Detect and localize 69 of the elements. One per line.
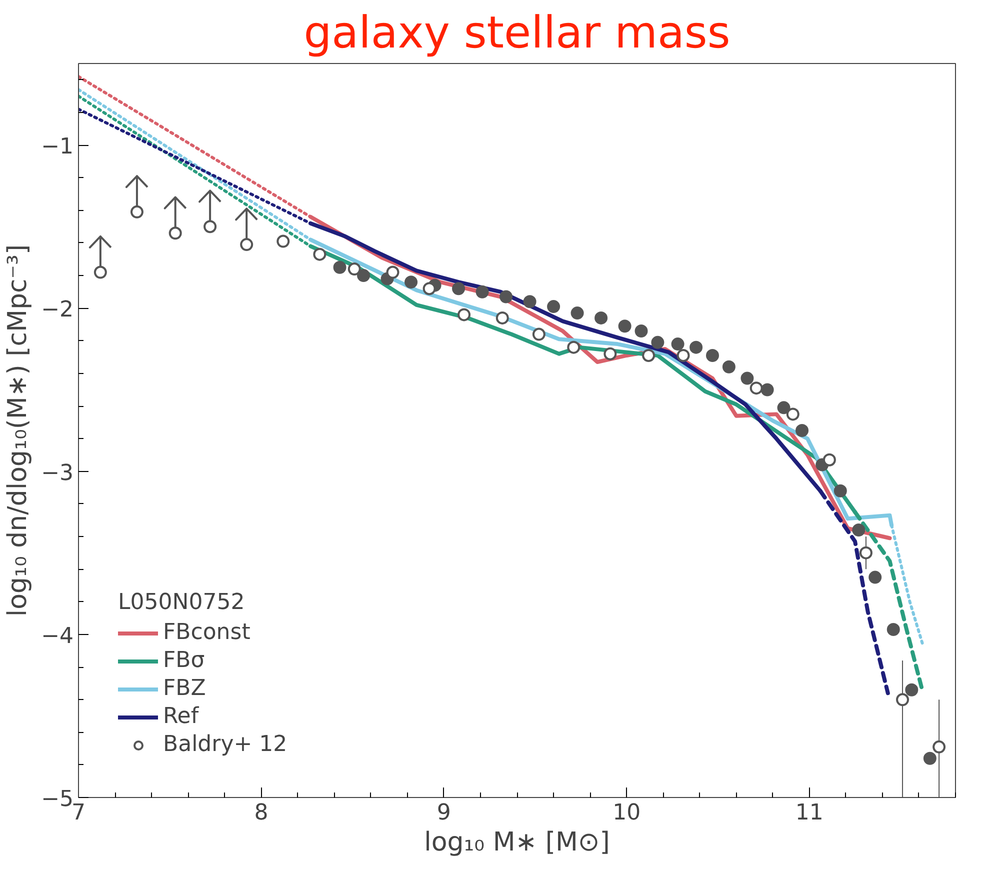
point <box>604 347 617 360</box>
point <box>886 623 900 636</box>
y-tick-label: −5 <box>41 787 74 812</box>
legend-label: FBσ <box>163 648 205 673</box>
point <box>923 752 936 765</box>
point <box>496 311 509 324</box>
point <box>740 372 754 385</box>
point <box>618 320 632 333</box>
point <box>786 408 800 421</box>
y-axis-title: log₁₀ dn/dlog₁₀(M∗) [cMpc⁻³] <box>3 244 34 617</box>
point <box>760 383 774 396</box>
y-tick-label: −1 <box>41 134 74 160</box>
point <box>357 269 370 282</box>
point <box>690 340 703 354</box>
point <box>634 324 648 338</box>
legend-label: Baldry+ 12 <box>163 732 288 757</box>
point <box>750 382 763 395</box>
y-tick-label: −2 <box>41 298 74 323</box>
point <box>240 238 254 252</box>
point <box>130 205 144 218</box>
point <box>896 693 910 706</box>
point <box>422 282 436 296</box>
point <box>276 234 290 248</box>
point <box>676 348 690 362</box>
point <box>452 282 466 296</box>
legend-label: FBconst <box>163 620 250 645</box>
point <box>500 290 513 304</box>
point <box>859 546 872 560</box>
point <box>333 260 346 274</box>
point <box>404 276 418 289</box>
point <box>594 311 608 324</box>
point <box>671 338 684 351</box>
point <box>204 220 217 234</box>
point <box>796 424 809 437</box>
point <box>523 295 536 308</box>
point <box>822 453 836 466</box>
point <box>868 570 882 584</box>
point <box>476 285 489 298</box>
x-tick-label: 9 <box>436 800 451 826</box>
legend-label: Ref <box>163 704 199 729</box>
point <box>94 266 107 279</box>
x-axis-title: log₁₀ M∗ [M⊙] <box>424 828 610 858</box>
point <box>547 300 560 314</box>
legend-label: FBZ <box>163 676 206 701</box>
point <box>834 484 847 498</box>
point <box>642 348 656 362</box>
point <box>722 360 736 374</box>
chart-title: galaxy stellar mass <box>304 8 730 58</box>
y-tick-label: −3 <box>41 460 74 486</box>
point <box>777 401 790 414</box>
point <box>651 336 664 349</box>
point <box>567 340 580 354</box>
x-tick-label: 7 <box>72 800 86 826</box>
legend-title: L050N0752 <box>118 590 246 615</box>
point <box>905 683 918 696</box>
point <box>706 348 719 362</box>
point <box>386 266 400 279</box>
point <box>932 740 946 754</box>
y-tick-label: −4 <box>41 624 74 649</box>
point <box>458 308 471 322</box>
x-tick-label: 11 <box>795 800 824 826</box>
point <box>348 262 361 276</box>
x-tick-label: 8 <box>254 800 268 826</box>
x-tick-label: 10 <box>612 800 641 826</box>
point <box>570 306 584 320</box>
point <box>532 328 546 341</box>
point <box>852 524 866 536</box>
point <box>313 248 326 261</box>
point <box>168 226 182 240</box>
